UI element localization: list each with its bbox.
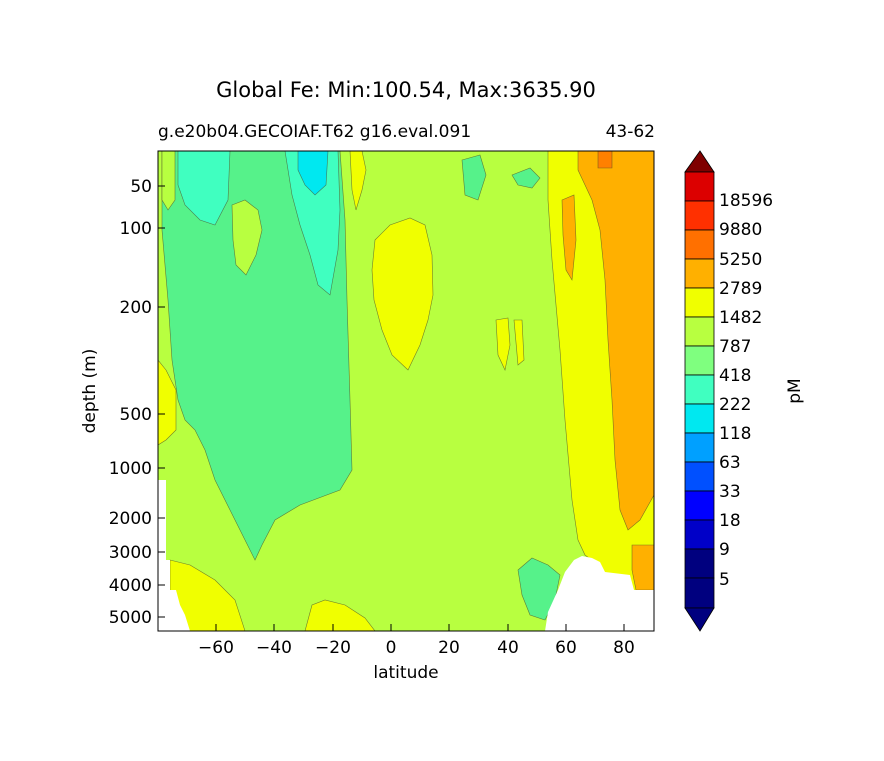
y-tick-label-4: 500 — [120, 405, 152, 425]
colorbar-level-18596: 18596 — [719, 191, 773, 211]
y-axis: 50 100 200 500 1000 2000 3000 4000 5000 … — [80, 177, 165, 628]
colorbar-level-33: 33 — [719, 482, 741, 502]
band-2789-5250-top — [597, 151, 613, 169]
colorbar-level-222: 222 — [719, 395, 751, 415]
x-axis-label: latitude — [373, 663, 438, 683]
colorbar-swatch-9 — [684, 316, 715, 347]
y-tick-label-1: 50 — [130, 177, 152, 197]
band-418-787-patch-a — [231, 199, 263, 276]
colorbar-swatch-2 — [684, 519, 715, 550]
no-data-south-floor — [158, 480, 190, 631]
band-222-418-patch-north-a — [461, 154, 487, 201]
colorbar-level-9: 9 — [719, 540, 730, 560]
colorbar — [684, 150, 715, 632]
band-1482-2789-northern — [577, 151, 654, 531]
y-tick-label-7: 3000 — [109, 543, 152, 563]
colorbar-swatch-14 — [684, 171, 715, 202]
band-1482-2789-northern-deep — [631, 544, 654, 591]
y-tick-label-8: 4000 — [109, 576, 152, 596]
contour-field — [158, 151, 654, 631]
colorbar-under-arrow — [684, 607, 715, 632]
band-118-222-tongue — [177, 151, 231, 226]
colorbar-swatch-6 — [684, 403, 715, 434]
chart-title: Global Fe: Min:100.54, Max:3635.90 — [216, 78, 596, 102]
colorbar-swatch-0 — [684, 577, 715, 609]
colorbar-level-418: 418 — [719, 366, 751, 386]
colorbar-level-2789: 2789 — [719, 279, 762, 299]
colorbar-level-18: 18 — [719, 511, 741, 531]
chart-subtitle-left: g.e20b04.GECOIAF.T62 g16.eval.091 — [158, 122, 471, 142]
colorbar-level-5: 5 — [719, 570, 730, 590]
x-tick-label-5: 20 — [438, 638, 460, 658]
colorbar-level-1482: 1482 — [719, 308, 762, 328]
colorbar-swatch-4 — [684, 461, 715, 492]
band-418-787-patch-b — [161, 151, 176, 211]
band-787-1482-thin2 — [513, 319, 525, 366]
y-tick-label-6: 2000 — [109, 509, 152, 529]
x-tick-label-3: −20 — [315, 638, 351, 658]
colorbar-swatch-1 — [684, 548, 715, 579]
y-axis-label: depth (m) — [80, 349, 100, 434]
colorbar-level-63: 63 — [719, 453, 741, 473]
y-tick-label-2: 100 — [120, 219, 152, 239]
band-787-1482-bottom-mid — [304, 599, 376, 631]
x-tick-label-2: −40 — [256, 638, 292, 658]
no-data-north-floor — [545, 556, 654, 631]
plot-frame — [157, 150, 655, 632]
colorbar-swatch-3 — [684, 490, 715, 521]
band-787-1482-near-surface — [349, 151, 367, 211]
colorbar-level-9880: 9880 — [719, 220, 762, 240]
x-tick-label-4: 0 — [386, 638, 397, 658]
x-axis: −60 −40 −20 0 20 40 60 80 latitude — [198, 624, 635, 683]
chart-subtitle-right: 43-62 — [606, 122, 655, 142]
colorbar-level-5250: 5250 — [719, 250, 762, 270]
colorbar-swatch-10 — [684, 287, 715, 318]
y-tick-label-3: 200 — [120, 298, 152, 318]
colorbar-swatch-12 — [684, 229, 715, 260]
band-787-1482-thin — [495, 317, 511, 371]
band-118-222-upper — [284, 151, 341, 296]
colorbar-swatch-13 — [684, 200, 715, 231]
colorbar-labels: 18596 9880 5250 2789 1482 787 418 222 11… — [719, 191, 805, 590]
band-787-1482-south-shelf — [158, 359, 177, 446]
colorbar-swatch-7 — [684, 374, 715, 405]
band-787-1482-equatorial — [371, 217, 434, 371]
band-222-418-patch-north-b — [511, 167, 541, 189]
colorbar-level-118: 118 — [719, 424, 751, 444]
colorbar-level-787: 787 — [719, 337, 751, 357]
colorbar-label: pM — [785, 378, 805, 403]
x-tick-label-8: 80 — [613, 638, 635, 658]
colorbar-swatch-8 — [684, 345, 715, 376]
x-tick-label-6: 40 — [497, 638, 519, 658]
x-tick-label-1: −60 — [198, 638, 234, 658]
y-tick-label-5: 1000 — [109, 459, 152, 479]
x-tick-label-7: 60 — [555, 638, 577, 658]
band-63-118-core — [297, 151, 329, 196]
band-222-418-southern-mass — [161, 151, 353, 561]
y-tick-label-9: 5000 — [109, 608, 152, 628]
colorbar-swatch-11 — [684, 258, 715, 289]
colorbar-swatch-5 — [684, 432, 715, 463]
colorbar-over-arrow — [684, 150, 715, 173]
band-1482-2789-slim — [561, 194, 577, 281]
